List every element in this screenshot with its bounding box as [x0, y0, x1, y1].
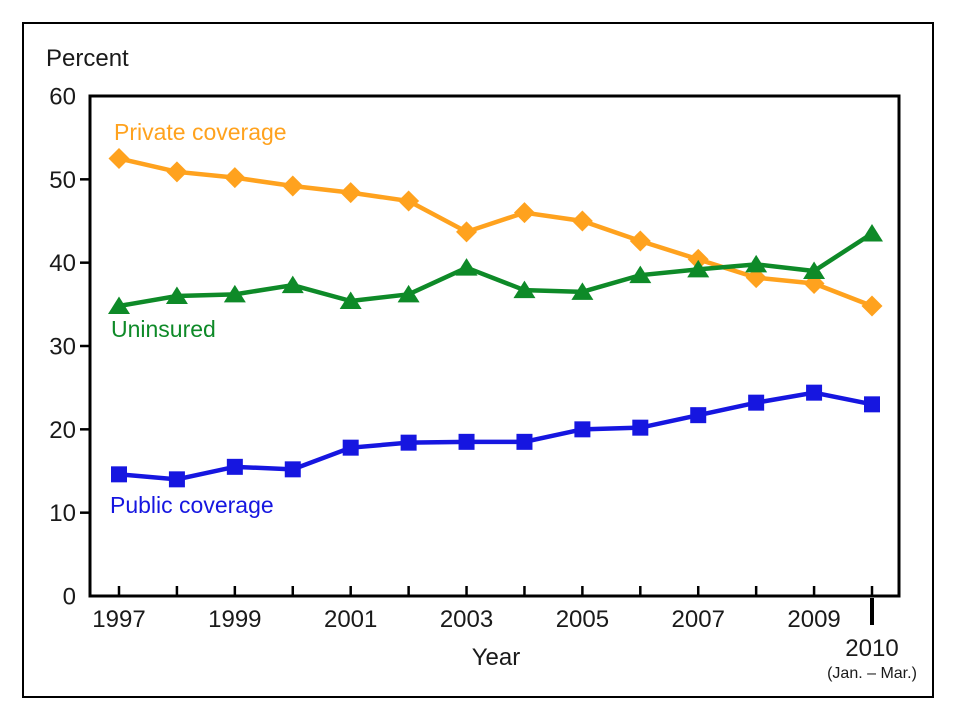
private-coverage-marker-1999: [224, 167, 246, 189]
private-coverage-marker-1997: [108, 148, 130, 169]
uninsured-marker-2004: [513, 280, 536, 299]
x-axis-title: Year: [471, 644, 521, 671]
x-tick-label-2007: 2007: [672, 606, 725, 633]
x-tick-sublabel-2010: (Jan. – Mar.): [827, 665, 917, 682]
plot-frame: [88, 94, 901, 598]
figure-border: [22, 22, 934, 698]
public-coverage-marker-2008: [748, 394, 765, 411]
public-coverage-marker-2003: [458, 433, 475, 450]
public-coverage-marker-2001: [342, 439, 359, 456]
uninsured-marker-2000: [281, 275, 304, 294]
uninsured-marker-1999: [223, 284, 246, 303]
public-coverage-marker-2006: [632, 419, 649, 436]
public-coverage-marker-2005: [574, 421, 591, 438]
uninsured-marker-2002: [397, 284, 420, 303]
uninsured-marker-2007: [687, 259, 710, 278]
private-coverage-marker-2001: [340, 182, 362, 204]
public-coverage-marker-2010: [864, 396, 880, 413]
uninsured-marker-2005: [571, 282, 594, 300]
uninsured-marker-2008: [745, 254, 768, 273]
uninsured-marker-2009: [803, 261, 826, 279]
private-coverage-marker-2008: [745, 267, 767, 289]
y-tick-label-50: 50: [49, 167, 76, 194]
uninsured-marker-1998: [165, 286, 188, 304]
uninsured-marker-1997: [108, 296, 130, 314]
series-label-public-coverage: Public coverage: [110, 492, 274, 518]
public-coverage-marker-2009: [806, 384, 823, 401]
public-coverage-marker-2000: [284, 461, 301, 478]
series-label-private-coverage: Private coverage: [114, 119, 287, 145]
public-coverage-marker-2002: [400, 434, 417, 451]
y-tick-label-40: 40: [49, 250, 76, 277]
x-tick-label-2003: 2003: [440, 606, 493, 633]
public-coverage-marker-1998: [168, 471, 185, 488]
public-coverage-marker-1997: [111, 466, 127, 483]
x-tick-label-2010: 2010: [845, 635, 898, 662]
public-coverage-marker-2004: [516, 433, 533, 450]
x-tick-label-2005: 2005: [556, 606, 609, 633]
y-tick-label-0: 0: [63, 584, 76, 611]
y-tick-label-10: 10: [49, 500, 76, 527]
y-tick-label-20: 20: [49, 417, 76, 444]
uninsured-line: [118, 231, 874, 309]
private-coverage-marker-2010: [861, 295, 883, 317]
public-coverage-marker-2007: [690, 407, 707, 424]
x-tick-label-2009: 2009: [787, 606, 840, 633]
private-coverage-line: [118, 156, 873, 309]
y-axis-title: Percent: [46, 45, 129, 72]
public-coverage-marker-1999: [226, 458, 243, 475]
private-coverage-marker-2000: [282, 175, 304, 197]
private-coverage-marker-2002: [398, 190, 420, 212]
private-coverage-marker-2004: [513, 202, 535, 224]
private-coverage-marker-2006: [629, 230, 651, 252]
uninsured-marker-2006: [629, 265, 652, 284]
public-coverage-line: [118, 390, 873, 482]
y-tick-label-30: 30: [49, 334, 76, 361]
x-tick-label-2001: 2001: [324, 606, 377, 633]
x-tick-label-1999: 1999: [208, 606, 261, 633]
y-tick-label-60: 60: [49, 84, 76, 111]
private-coverage-marker-1998: [166, 161, 188, 183]
private-coverage-marker-2005: [571, 210, 593, 232]
uninsured-marker-2010: [861, 224, 883, 242]
series-label-uninsured: Uninsured: [111, 316, 216, 342]
uninsured-marker-2003: [455, 258, 478, 276]
private-coverage-marker-2007: [687, 248, 709, 270]
uninsured-marker-2001: [339, 291, 362, 309]
private-coverage-marker-2003: [456, 221, 478, 243]
x-tick-label-1997: 1997: [92, 606, 145, 633]
